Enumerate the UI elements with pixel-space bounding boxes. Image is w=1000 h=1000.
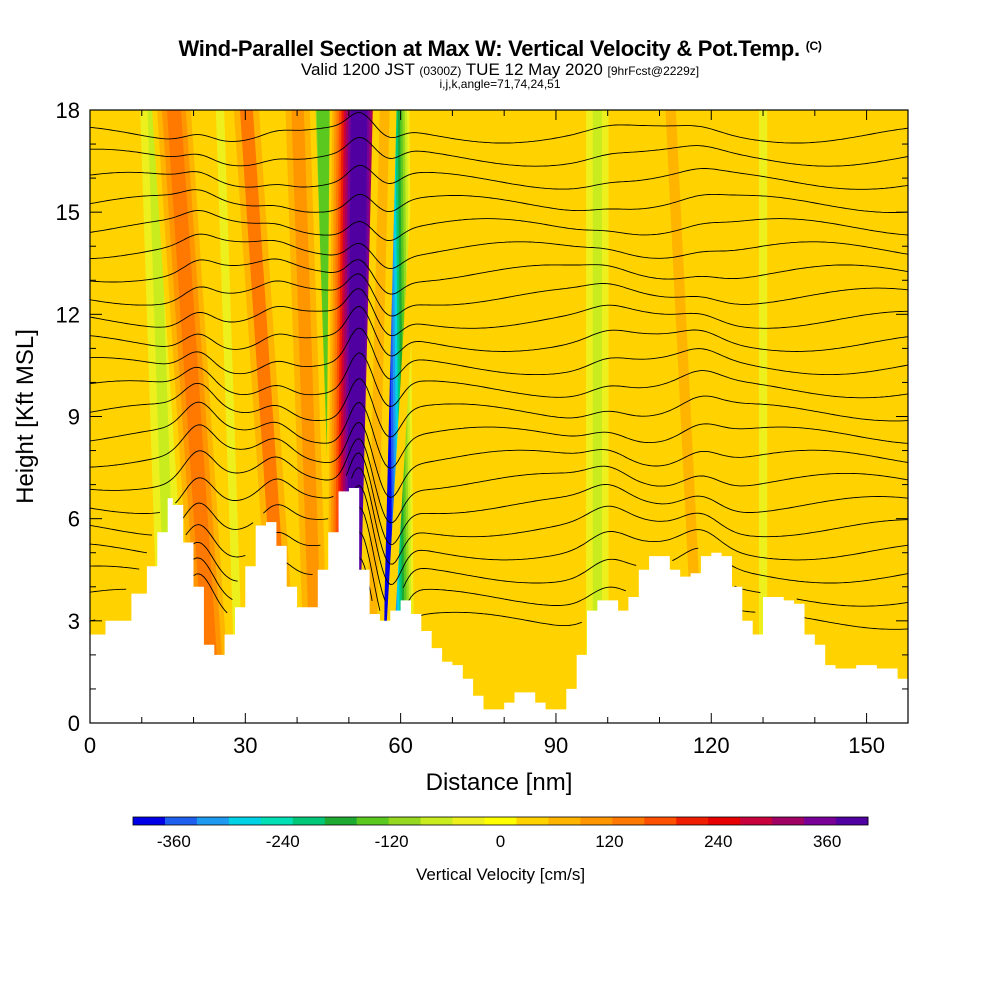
chart-title-main: Wind-Parallel Section at Max W: Vertical… bbox=[178, 36, 800, 61]
theta-contour-line bbox=[90, 305, 908, 357]
theta-contour-line bbox=[90, 484, 908, 585]
colorbar-swatch bbox=[612, 817, 645, 825]
theta-contour-line bbox=[90, 378, 908, 438]
colorbar-border bbox=[132, 816, 869, 826]
colorbar-swatch bbox=[772, 817, 805, 825]
colorbar-swatch bbox=[196, 817, 230, 825]
theta-contour-line bbox=[90, 112, 908, 144]
valid-prefix: Valid 1200 JST bbox=[300, 60, 415, 79]
theta-contour-line bbox=[90, 210, 908, 242]
theta-contour-line bbox=[90, 233, 908, 270]
y-tick-label: 0 bbox=[68, 711, 80, 736]
theta-contour-line bbox=[90, 258, 908, 295]
colorbar-swatch bbox=[133, 817, 166, 825]
colorbar-tick-label: -240 bbox=[266, 832, 300, 851]
terrain-shape bbox=[90, 488, 908, 723]
theta-contour-line bbox=[90, 421, 908, 498]
theta-contour-line bbox=[90, 506, 908, 601]
colorbar-swatch bbox=[420, 817, 454, 825]
x-axis: 0 30 60 90 120 150 bbox=[84, 110, 885, 758]
y-tick-label: 3 bbox=[68, 609, 80, 634]
colorbar-tick-label: -360 bbox=[157, 832, 191, 851]
colorbar-tick-label: 360 bbox=[813, 832, 841, 851]
theta-contour-line bbox=[90, 452, 908, 545]
updraft-band bbox=[665, 110, 707, 723]
y-tick-label: 12 bbox=[56, 302, 80, 327]
y-tick-label: 6 bbox=[68, 507, 80, 532]
theta-contour-line bbox=[90, 288, 908, 337]
colorbar-swatch bbox=[516, 817, 549, 825]
theta-contours bbox=[90, 112, 908, 630]
colorbar-tick-label: -120 bbox=[375, 832, 409, 851]
colorbar-swatch bbox=[580, 817, 613, 825]
colorbar-swatch bbox=[644, 817, 677, 825]
x-axis-label: Distance [nm] bbox=[426, 769, 573, 796]
y-axis-label: Height [Kft MSL] bbox=[12, 329, 39, 504]
colorbar-swatch bbox=[548, 817, 581, 825]
colorbar-swatch bbox=[324, 817, 358, 825]
colorbar-swatch bbox=[228, 817, 262, 825]
theta-contour-line bbox=[90, 189, 908, 213]
x-tick-label: 90 bbox=[544, 733, 568, 758]
x-tick-label: 150 bbox=[848, 733, 885, 758]
colorbar-swatch bbox=[452, 817, 486, 825]
colorbar-swatch bbox=[676, 817, 709, 825]
downdraft-band bbox=[758, 110, 768, 723]
valid-utc: (0300Z) bbox=[419, 64, 462, 78]
valid-date: TUE 12 May 2020 bbox=[465, 60, 603, 79]
colorbar-tick-label: 0 bbox=[496, 832, 505, 851]
colorbar-swatch bbox=[836, 817, 869, 825]
updraft-band bbox=[380, 110, 425, 723]
updraft-band bbox=[166, 110, 222, 723]
colorbar-swatch bbox=[164, 817, 198, 825]
updraft-band bbox=[810, 110, 830, 723]
theta-contour-line bbox=[90, 531, 908, 611]
chart-indices: i,j,k,angle=71,74,24,51 bbox=[439, 77, 561, 91]
terrain-mask bbox=[90, 488, 908, 723]
colorbar-tick-label: 240 bbox=[704, 832, 732, 851]
theta-contour-line bbox=[90, 352, 908, 408]
chart-subtitle: Valid 1200 JST (0300Z) TUE 12 May 2020 [… bbox=[0, 60, 1000, 80]
x-tick-label: 60 bbox=[388, 733, 412, 758]
colorbar-swatch bbox=[292, 817, 326, 825]
colorbar-swatch bbox=[260, 817, 294, 825]
theta-contour-line bbox=[90, 467, 908, 565]
x-tick-label: 30 bbox=[233, 733, 257, 758]
updraft-band bbox=[291, 110, 325, 723]
colorbar-swatch bbox=[740, 817, 773, 825]
theta-contour-line bbox=[90, 165, 908, 190]
x-tick-label: 0 bbox=[84, 733, 96, 758]
theta-contour-line bbox=[90, 136, 908, 167]
downdraft-band bbox=[592, 110, 603, 723]
colorbar-swatch bbox=[708, 817, 741, 825]
y-tick-label: 15 bbox=[56, 200, 80, 225]
forecast-info: [9hrFcst@2229z] bbox=[607, 64, 700, 78]
theta-contour-line bbox=[90, 438, 908, 524]
colorbar-label: Vertical Velocity [cm/s] bbox=[416, 865, 585, 884]
x-tick-label: 120 bbox=[693, 733, 730, 758]
y-axis: 0 3 6 9 12 15 18 bbox=[56, 98, 908, 736]
velocity-field bbox=[90, 110, 908, 723]
chart-title: Wind-Parallel Section at Max W: Vertical… bbox=[0, 36, 1000, 62]
colorbar-swatch bbox=[356, 817, 390, 825]
colorbar-tick-label: 120 bbox=[595, 832, 623, 851]
downdraft-band bbox=[215, 110, 245, 723]
y-tick-label: 18 bbox=[56, 98, 80, 123]
colorbar-swatch bbox=[804, 817, 837, 825]
theta-contour-line bbox=[90, 327, 908, 380]
colorbar: -360 -240 -120 0 120 240 360 bbox=[132, 816, 869, 851]
theta-contour-line bbox=[90, 273, 908, 317]
y-tick-label: 9 bbox=[68, 405, 80, 430]
colorbar-swatch bbox=[388, 817, 422, 825]
chart-title-suffix: (C) bbox=[805, 39, 822, 53]
colorbar-swatch bbox=[484, 817, 517, 825]
theta-contour-line bbox=[90, 401, 908, 469]
